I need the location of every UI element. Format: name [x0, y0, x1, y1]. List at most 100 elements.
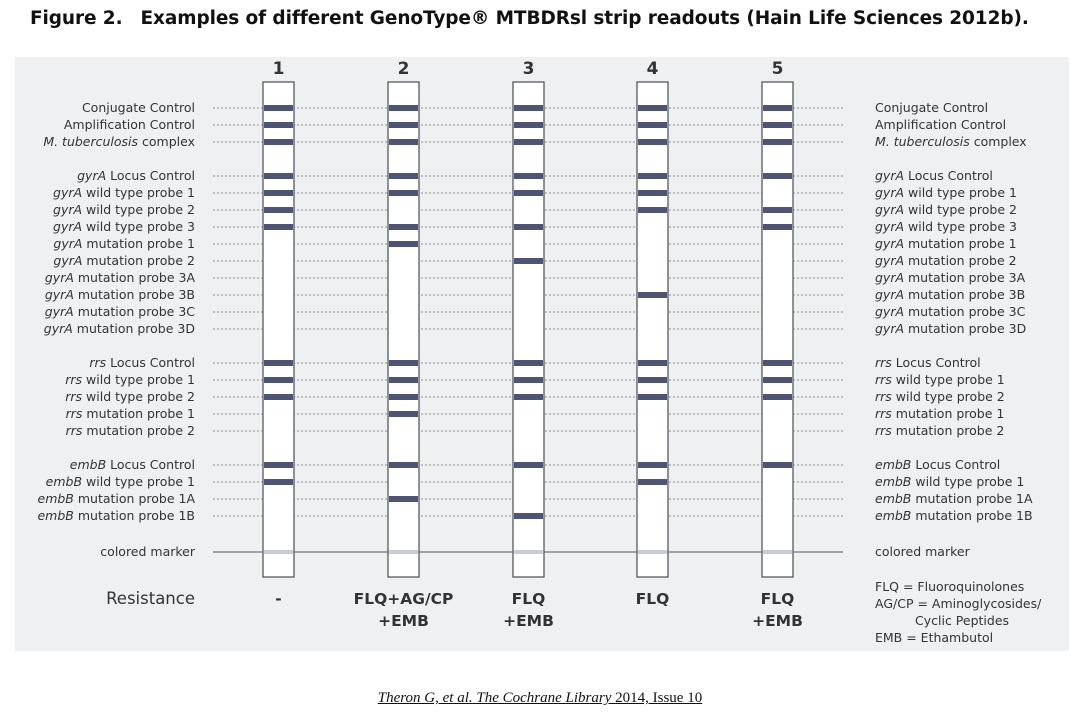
figure-title: Figure 2. Examples of different GenoType®… — [30, 8, 1075, 29]
probe-label-text: wild type probe 2 — [82, 202, 195, 217]
probe-label-gene: rrs — [65, 372, 82, 387]
resistance-value: FLQ+AG/CP — [354, 590, 454, 608]
figure-title-text: Examples of different GenoType® MTBDRsl … — [140, 8, 1029, 29]
resistance-area: Resistance - FLQ+AG/CP +EMB FLQ +EMB FLQ FLQ +EM… — [106, 579, 1042, 645]
citation: Theron G, et al. The Cochrane Library 20… — [0, 690, 1080, 707]
strip-3: 3 — [512, 59, 545, 578]
probe-label-text: wild type probe 1 — [82, 372, 195, 387]
probe-label: M. tuberculosis complex — [43, 134, 195, 149]
probe-band — [389, 224, 418, 230]
probe-label: rrs Locus Control — [875, 355, 981, 370]
probe-label-gene: gyrA — [875, 287, 904, 302]
probe-label-text: mutation probe 1 — [82, 236, 195, 251]
probe-band — [264, 139, 293, 145]
probe-label-gene: gyrA — [875, 168, 904, 183]
probe-band — [389, 241, 418, 247]
probe-label-text: wild type probe 3 — [904, 219, 1017, 234]
probe-label: gyrA wild type probe 3 — [875, 219, 1017, 234]
probe-label-text: wild type probe 2 — [82, 389, 195, 404]
probe-label: gyrA mutation probe 3A — [875, 270, 1026, 285]
probe-label-gene: embB — [875, 508, 911, 523]
probe-label: rrs wild type probe 2 — [65, 389, 195, 404]
resistance-value: - — [275, 590, 281, 608]
probe-label-text: mutation probe 2 — [82, 253, 195, 268]
probe-label-gene: gyrA — [53, 219, 82, 234]
probe-label: embB mutation probe 1A — [875, 491, 1033, 506]
probe-label-text: mutation probe 3A — [904, 270, 1026, 285]
probe-label-text: mutation probe 1 — [892, 406, 1005, 421]
probe-label: gyrA mutation probe 3B — [45, 287, 195, 302]
probe-label: gyrA wild type probe 2 — [53, 202, 195, 217]
probe-label: Conjugate Control — [875, 100, 988, 115]
probe-label-gene: rrs — [65, 389, 82, 404]
strip-body — [262, 81, 295, 578]
probe-band — [389, 411, 418, 417]
probe-label-text: Amplification Control — [875, 117, 1006, 132]
dotted-guides — [213, 107, 843, 553]
probe-band — [638, 105, 667, 111]
strip-number: 3 — [523, 59, 535, 79]
strip-body — [387, 81, 420, 578]
strip-number: 1 — [273, 59, 285, 79]
probe-label-text: mutation probe 2 — [904, 253, 1017, 268]
probe-label-text: mutation probe 3D — [73, 321, 195, 336]
probe-label: rrs wild type probe 2 — [875, 389, 1005, 404]
probe-band — [763, 105, 792, 111]
probe-label: gyrA mutation probe 3B — [875, 287, 1025, 302]
probe-label-text: mutation probe 1 — [904, 236, 1017, 251]
probe-label-gene: M. tuberculosis — [875, 134, 970, 149]
legend-line: Cyclic Peptides — [915, 613, 1009, 628]
probe-label-gene: gyrA — [53, 202, 82, 217]
probe-label-text: wild type probe 1 — [904, 185, 1017, 200]
probe-label-gene: rrs — [875, 423, 892, 438]
probe-band — [514, 377, 543, 383]
probe-label-text: mutation probe 3A — [74, 270, 196, 285]
probe-band — [389, 377, 418, 383]
probe-label-gene: gyrA — [875, 219, 904, 234]
probe-label: gyrA wild type probe 2 — [875, 202, 1017, 217]
probe-band — [389, 462, 418, 468]
probe-label-gene: gyrA — [875, 253, 904, 268]
probe-label-gene: embB — [875, 491, 911, 506]
strip-2: 2 — [387, 59, 420, 578]
probe-label-gene: rrs — [66, 406, 83, 421]
probe-band — [389, 190, 418, 196]
colored-marker-band — [264, 550, 293, 554]
probe-label-text: Locus Control — [106, 168, 195, 183]
probe-band — [264, 360, 293, 366]
legend-line: EMB = Ethambutol — [875, 630, 993, 645]
probe-label: gyrA Locus Control — [875, 168, 993, 183]
probe-label-text: Conjugate Control — [82, 100, 195, 115]
probe-label-gene: embB — [38, 491, 74, 506]
probe-label: embB mutation probe 1A — [38, 491, 196, 506]
probe-label-gene: gyrA — [875, 270, 904, 285]
strip-number: 4 — [647, 59, 659, 79]
probe-label: gyrA mutation probe 3C — [875, 304, 1026, 319]
probe-label-gene: gyrA — [44, 321, 73, 336]
probe-label-text: Conjugate Control — [875, 100, 988, 115]
probe-label: gyrA mutation probe 2 — [875, 253, 1017, 268]
probe-band — [389, 496, 418, 502]
probe-band — [763, 173, 792, 179]
probe-band — [763, 360, 792, 366]
probe-label: rrs mutation probe 1 — [66, 406, 195, 421]
probe-label-text: mutation probe 2 — [892, 423, 1005, 438]
legend-line: AG/CP = Aminoglycosides/ — [875, 596, 1042, 611]
probe-band — [638, 377, 667, 383]
probe-band — [763, 394, 792, 400]
probe-band — [514, 394, 543, 400]
probe-label-gene: gyrA — [875, 321, 904, 336]
probe-label-text: wild type probe 1 — [82, 474, 195, 489]
probe-label-text: mutation probe 3D — [904, 321, 1026, 336]
probe-label-text: mutation probe 1A — [911, 491, 1033, 506]
probe-label-gene: rrs — [875, 372, 892, 387]
probe-label-gene: gyrA — [45, 270, 74, 285]
probe-band — [389, 139, 418, 145]
strip-number: 2 — [398, 59, 410, 79]
probe-label-text: Locus Control — [106, 457, 195, 472]
probe-band — [514, 258, 543, 264]
probe-label-text: wild type probe 1 — [82, 185, 195, 200]
probe-band — [264, 394, 293, 400]
probe-label-text: mutation probe 3B — [904, 287, 1025, 302]
